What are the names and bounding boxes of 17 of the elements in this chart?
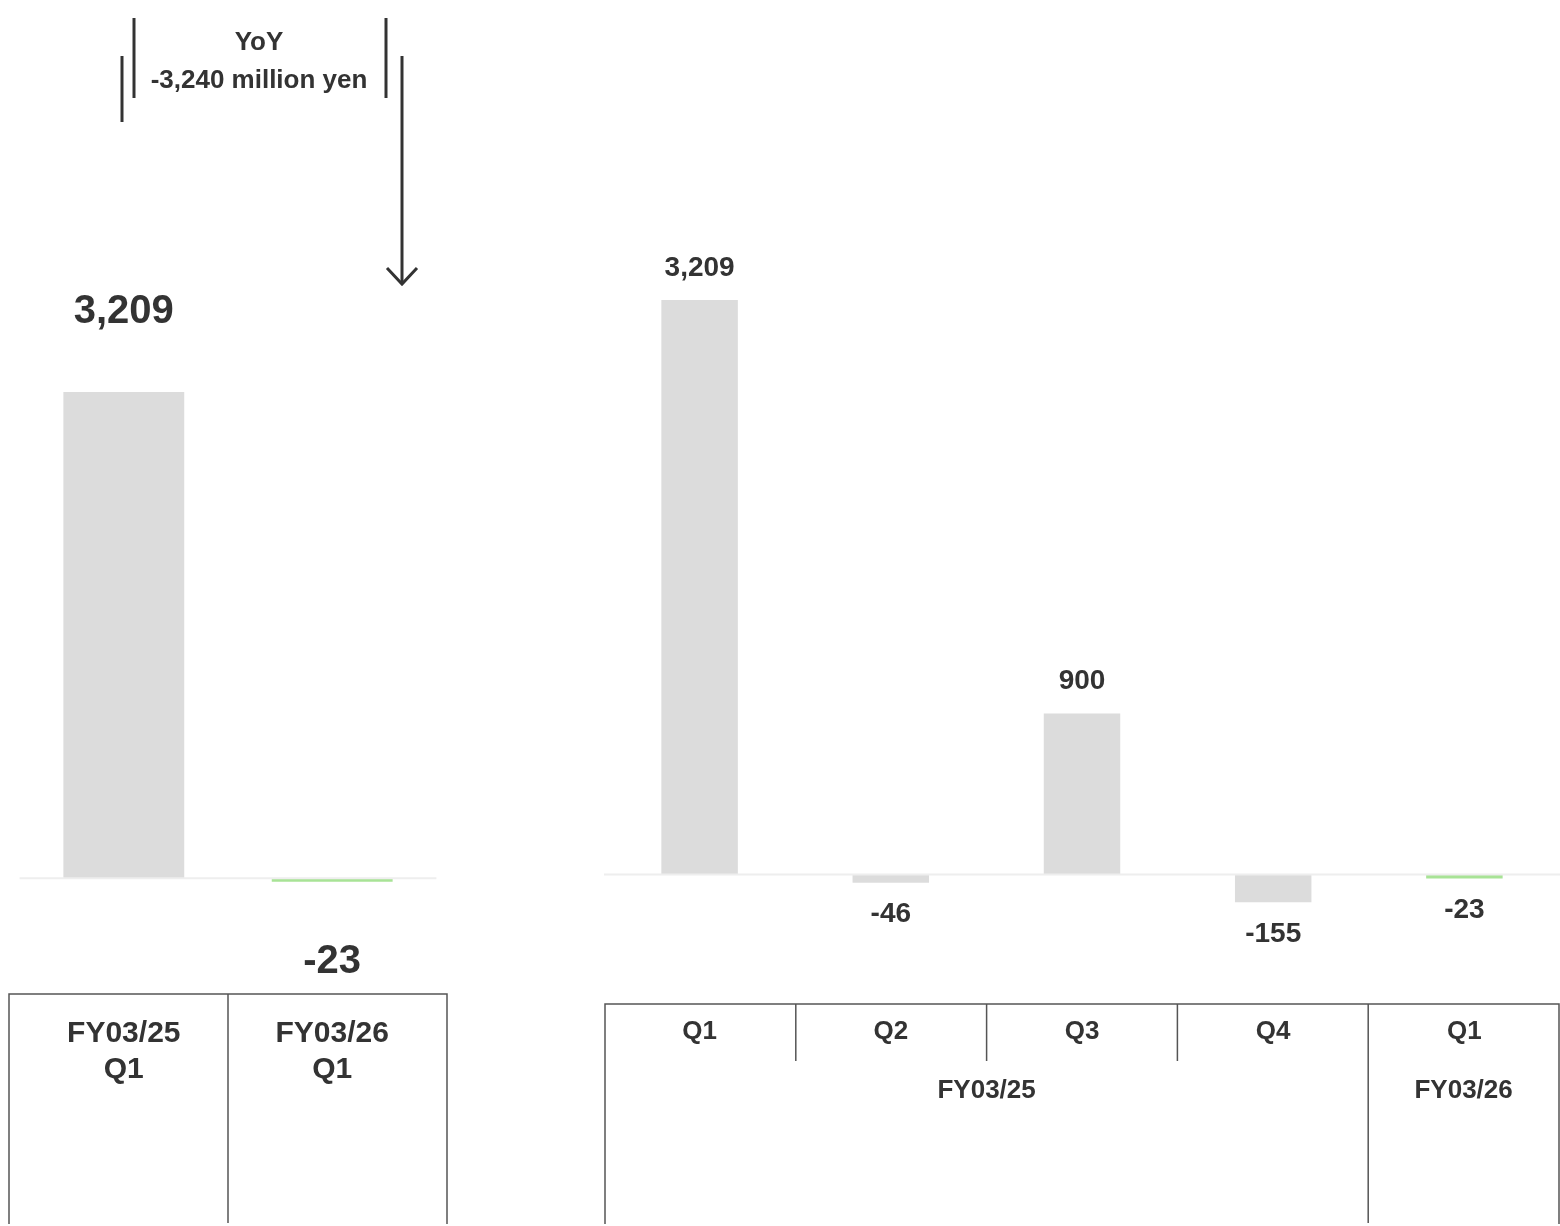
x-tick-label: FY03/26 Q1 — [275, 1015, 389, 1085]
data-label: -23 — [1444, 893, 1485, 925]
data-label: -155 — [1245, 916, 1302, 948]
data-label: -46 — [870, 897, 912, 929]
data-label: -23 — [303, 936, 362, 981]
data-label: 3,209 — [73, 287, 174, 332]
data-label: 3,209 — [664, 250, 735, 282]
x-tick-label: Q1 — [682, 1014, 717, 1045]
x-tick-label: FY03/25 Q1 — [67, 1015, 181, 1085]
x-tick-label: Q2 — [873, 1014, 909, 1045]
text: FY03/26 — [1414, 1074, 1513, 1105]
data-label: 900 — [1058, 664, 1106, 696]
x-tick-label: Q3 — [1064, 1014, 1100, 1045]
x-tick-label: Q1 — [1447, 1014, 1482, 1045]
text: FY03/25 — [937, 1074, 1036, 1105]
text: YoY -3,240 million yen — [149, 25, 369, 96]
x-tick-label: Q4 — [1255, 1014, 1292, 1045]
